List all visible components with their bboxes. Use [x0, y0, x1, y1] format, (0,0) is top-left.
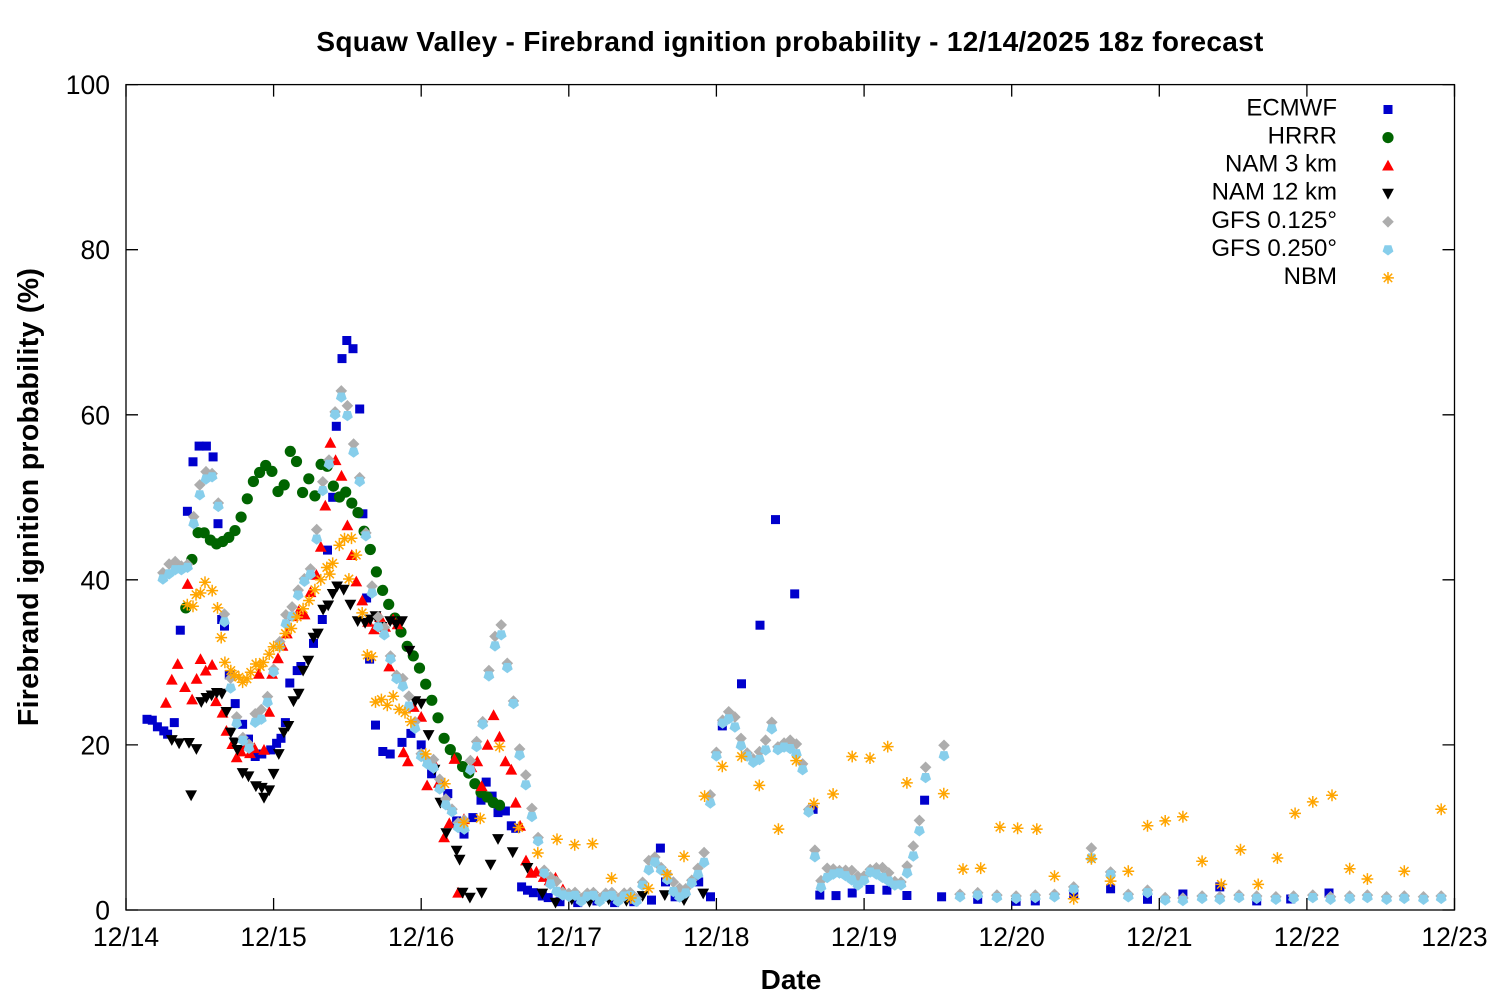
svg-text:12/22: 12/22	[1274, 922, 1340, 952]
svg-text:NAM 12 km: NAM 12 km	[1212, 179, 1337, 206]
svg-text:12/15: 12/15	[240, 922, 306, 952]
svg-text:80: 80	[81, 235, 110, 265]
svg-text:20: 20	[81, 730, 110, 760]
svg-text:12/16: 12/16	[388, 922, 454, 952]
svg-text:HRRR: HRRR	[1268, 123, 1337, 150]
svg-text:Date: Date	[761, 964, 822, 995]
svg-text:12/20: 12/20	[979, 922, 1045, 952]
svg-text:100: 100	[66, 70, 110, 100]
svg-text:NAM 3 km: NAM 3 km	[1225, 151, 1337, 178]
svg-text:0: 0	[95, 896, 110, 926]
svg-text:12/21: 12/21	[1126, 922, 1192, 952]
svg-text:12/23: 12/23	[1421, 922, 1487, 952]
svg-text:Squaw Valley - Firebrand ignit: Squaw Valley - Firebrand ignition probab…	[316, 26, 1263, 57]
svg-text:ECMWF: ECMWF	[1246, 95, 1337, 122]
svg-text:12/18: 12/18	[683, 922, 749, 952]
svg-text:GFS 0.125°: GFS 0.125°	[1211, 207, 1337, 234]
svg-text:GFS 0.250°: GFS 0.250°	[1211, 235, 1337, 262]
svg-text:12/17: 12/17	[536, 922, 602, 952]
svg-text:Firebrand ignition probability: Firebrand ignition probability (%)	[13, 268, 45, 726]
svg-text:40: 40	[81, 565, 110, 595]
svg-text:60: 60	[81, 400, 110, 430]
svg-text:12/19: 12/19	[831, 922, 897, 952]
svg-text:12/14: 12/14	[93, 922, 159, 952]
svg-text:NBM: NBM	[1284, 263, 1337, 290]
